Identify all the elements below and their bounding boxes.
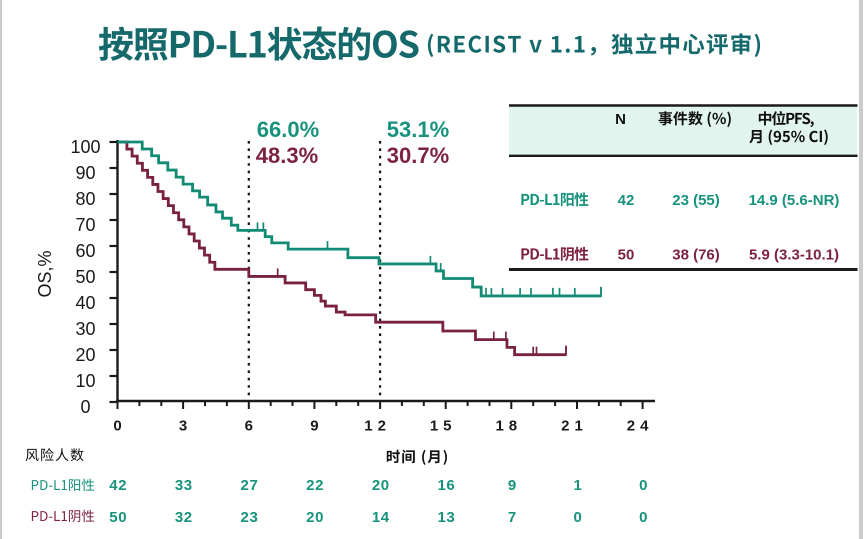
svg-text:15: 15 [430,418,457,435]
svg-text:42: 42 [618,192,635,209]
svg-text:27: 27 [241,477,259,494]
svg-text:50: 50 [109,509,127,526]
svg-text:14.9 (5.6-NR): 14.9 (5.6-NR) [749,192,840,209]
svg-text:10: 10 [75,371,95,391]
svg-text:53.1%: 53.1% [387,117,449,142]
svg-text:60: 60 [75,241,95,261]
svg-text:50: 50 [75,267,95,287]
svg-text:50: 50 [618,247,635,264]
svg-text:21: 21 [561,418,588,435]
svg-text:7: 7 [508,509,517,526]
svg-text:9: 9 [310,418,318,435]
svg-text:20: 20 [75,345,95,365]
svg-text:30: 30 [75,319,95,339]
svg-text:1: 1 [574,477,583,494]
svg-text:23 (55): 23 (55) [672,192,720,209]
svg-text:33: 33 [175,477,193,494]
svg-text:16: 16 [437,477,455,494]
svg-text:70: 70 [75,215,95,235]
svg-text:N: N [615,111,626,128]
svg-text:66.0%: 66.0% [257,117,319,142]
svg-text:0: 0 [639,509,648,526]
svg-text:100: 100 [70,137,100,157]
svg-text:30.7%: 30.7% [387,143,449,168]
svg-text:6: 6 [245,418,253,435]
svg-text:OS,%: OS,% [35,250,55,297]
svg-text:32: 32 [175,509,193,526]
svg-text:12: 12 [364,418,391,435]
svg-text:3: 3 [179,418,187,435]
svg-text:42: 42 [109,477,127,494]
svg-text:0: 0 [639,477,648,494]
svg-text:18: 18 [495,418,522,435]
svg-text:48.3%: 48.3% [256,143,318,168]
svg-text:20: 20 [372,477,390,494]
svg-text:0: 0 [574,509,583,526]
svg-text:40: 40 [75,293,95,313]
svg-text:24: 24 [627,418,654,435]
svg-text:0: 0 [80,397,90,417]
svg-text:23: 23 [241,509,259,526]
svg-text:13: 13 [437,509,455,526]
svg-text:14: 14 [372,509,390,526]
svg-text:90: 90 [75,163,95,183]
svg-text:38 (76): 38 (76) [672,247,720,264]
svg-text:22: 22 [306,477,324,494]
svg-text:80: 80 [75,189,95,209]
svg-text:20: 20 [306,509,324,526]
svg-text:9: 9 [508,477,517,494]
svg-text:0: 0 [113,418,121,435]
svg-text:5.9 (3.3-10.1): 5.9 (3.3-10.1) [749,247,839,264]
